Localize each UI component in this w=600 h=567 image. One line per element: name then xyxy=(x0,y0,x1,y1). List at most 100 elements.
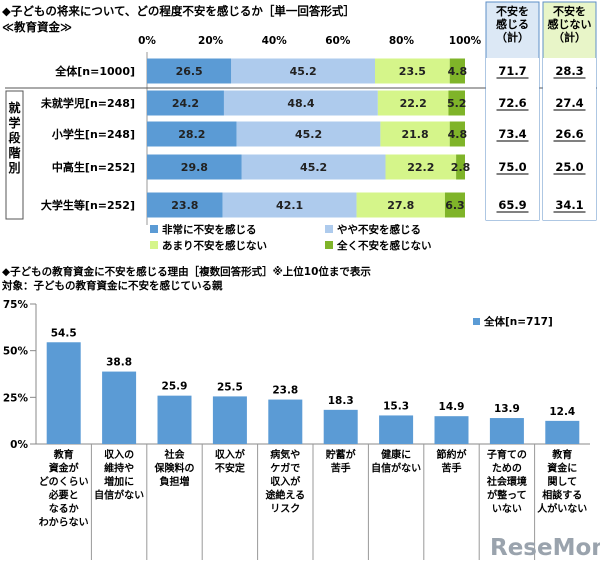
summary-value: 65.9 xyxy=(498,198,526,212)
legend-swatch xyxy=(150,225,158,233)
category-label: 未就学児[n=248] xyxy=(40,96,135,110)
bar-segment xyxy=(385,154,457,180)
data-label: 23.8 xyxy=(272,385,298,397)
category-label: ケガで xyxy=(270,462,300,475)
chart1-subtitle: ≪教育資金≫ xyxy=(2,20,73,34)
category-label: 教育 xyxy=(53,448,74,461)
data-label: 18.3 xyxy=(328,395,354,407)
data-label: 26.5 xyxy=(176,65,203,78)
summary-header: 感じる xyxy=(496,17,529,31)
summary-value: 27.4 xyxy=(555,96,583,110)
bar-segment xyxy=(356,192,445,218)
legend-label: 全く不安を感じない xyxy=(336,239,432,252)
category-label: 節約が xyxy=(437,448,468,461)
summary-header: 感じない xyxy=(548,17,592,31)
category-label: 必要と xyxy=(48,489,79,502)
data-label: 22.2 xyxy=(400,97,427,110)
data-label: 23.8 xyxy=(171,199,198,212)
data-label: 27.8 xyxy=(387,199,414,212)
legend-label: やや不安を感じる xyxy=(337,223,421,236)
category-label: 病気や xyxy=(270,448,300,461)
bar-segment xyxy=(231,58,376,84)
category-label: 子育ての xyxy=(487,448,527,461)
data-label: 6.3 xyxy=(445,199,465,212)
category-label: 維持や xyxy=(104,462,134,475)
summary-header: 不安を xyxy=(496,4,529,18)
column-bar xyxy=(323,409,358,444)
bar-segment xyxy=(241,154,386,180)
summary-value: 75.0 xyxy=(498,160,526,174)
category-label: 途絶える xyxy=(265,489,305,502)
category-label: 苦手 xyxy=(331,462,351,475)
summary-value: 71.7 xyxy=(498,64,526,78)
category-label: 人がいない xyxy=(537,502,587,515)
category-label: 増加に xyxy=(104,475,134,488)
legend-swatch xyxy=(150,241,158,249)
stacked-bar-chart: 0% 20% 40% 60% 80% 100% 全体[n=1000] 26.5 45.2 23.5… xyxy=(5,1,597,252)
category-label: 苦手 xyxy=(442,462,462,475)
data-label: 14.9 xyxy=(439,401,465,413)
bar-segment xyxy=(449,121,465,147)
summary-value: 26.6 xyxy=(555,127,583,141)
summary-header: （計） xyxy=(553,30,586,44)
category-label: が整って xyxy=(487,489,527,502)
data-label: 45.2 xyxy=(300,161,327,174)
category-label: 教育 xyxy=(551,448,572,461)
chart2-subtitle: 対象：子どもの教育資金に不安を感じている親 xyxy=(2,280,223,292)
data-label: 4.8 xyxy=(448,65,468,78)
svg-text:ReseMom: ReseMom xyxy=(490,535,600,561)
y-tick-label: 75% xyxy=(3,299,29,311)
data-label: 13.9 xyxy=(494,403,520,415)
category-label: 資金が xyxy=(49,462,80,475)
category-label: 大学生等[n=252] xyxy=(41,198,135,212)
summary-value: 72.6 xyxy=(498,96,526,110)
y-tick-label: 0% xyxy=(10,439,28,451)
x-tick-label: 80% xyxy=(389,35,415,47)
data-label: 45.2 xyxy=(295,128,322,141)
bar-segment xyxy=(375,58,450,84)
data-label: 28.2 xyxy=(178,128,205,141)
category-label: 中高生[n=252] xyxy=(52,160,135,174)
column-bar xyxy=(268,399,303,444)
chart1-title: ◆子どもの将来について、どの程度不安を感じるか［単一回答形式］ xyxy=(2,4,355,18)
bar-segment xyxy=(449,58,465,84)
category-label: どのくらい xyxy=(39,475,89,488)
data-label: 5.2 xyxy=(447,97,467,110)
summary-header: 不安を xyxy=(553,4,586,18)
data-label: 25.9 xyxy=(162,381,188,393)
category-label: 社会 xyxy=(164,448,185,461)
category-label: 関して xyxy=(547,476,577,488)
column-bar xyxy=(102,371,137,444)
category-label: 資金に xyxy=(547,462,577,475)
x-tick-label: 100% xyxy=(449,35,482,47)
category-label: ための xyxy=(492,463,522,475)
x-tick-label: 0% xyxy=(138,35,156,47)
y-tick-label: 50% xyxy=(3,346,29,358)
category-label: 収入が xyxy=(215,448,246,461)
bar-segment xyxy=(222,192,357,218)
data-label: 54.5 xyxy=(51,327,77,339)
bar-segment xyxy=(236,121,381,147)
bar-segment xyxy=(223,90,378,116)
legend-label: 全体[n=717] xyxy=(483,315,553,328)
group-label-char: 学 xyxy=(8,115,20,130)
category-label: 貯蓄が xyxy=(326,448,357,461)
category-label: 負担増 xyxy=(160,475,190,488)
data-label: 48.4 xyxy=(287,97,314,110)
bar-segment xyxy=(444,192,465,218)
summary-value: 34.1 xyxy=(555,198,583,212)
group-label-char: 階 xyxy=(8,145,20,160)
column-bar xyxy=(46,342,81,444)
legend-label: 非常に不安を感じる xyxy=(162,223,257,236)
column-bar xyxy=(379,415,414,444)
column-bar xyxy=(545,420,580,444)
column-bar xyxy=(489,418,524,444)
summary-header: （計） xyxy=(496,30,529,44)
column-bar xyxy=(212,396,247,444)
category-label: 不安定 xyxy=(215,462,245,475)
group-label-char: 段 xyxy=(8,130,21,145)
data-label: 42.1 xyxy=(276,199,303,212)
category-label: 社会環境 xyxy=(486,475,527,488)
